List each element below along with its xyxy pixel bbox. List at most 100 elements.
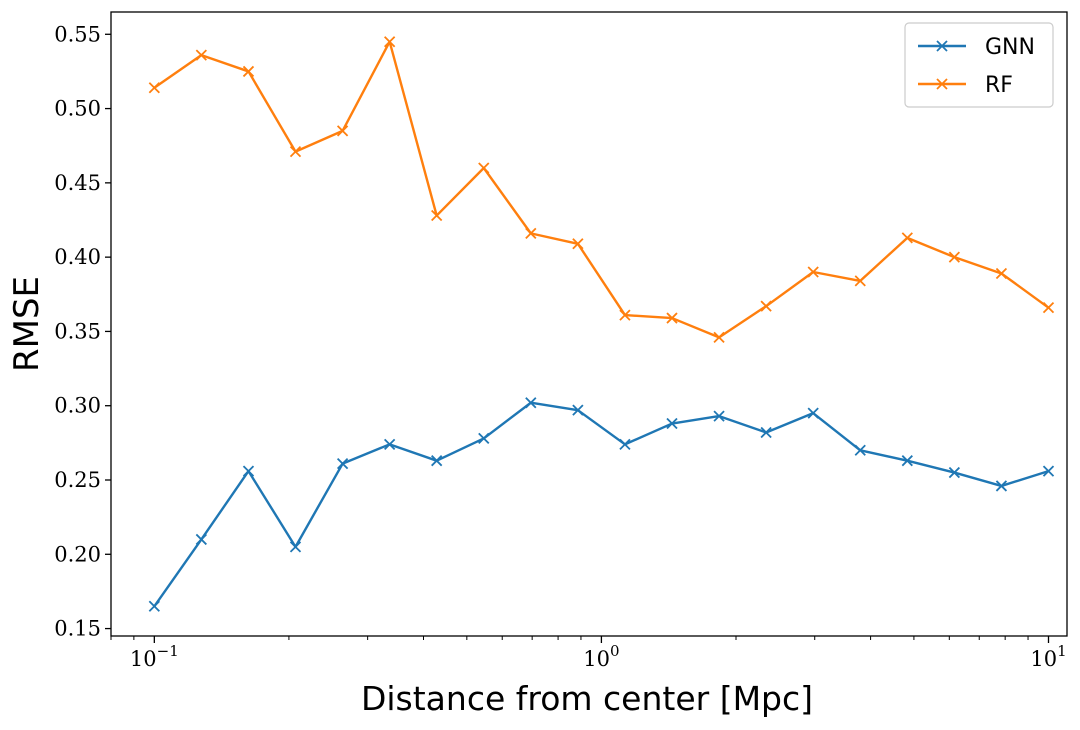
y-axis-title: RMSE — [7, 276, 47, 372]
data-point-gnn — [525, 397, 537, 409]
marker-stroke — [148, 600, 160, 612]
data-point-rf — [431, 209, 443, 222]
series-line-gnn — [153, 401, 1049, 607]
marker-stroke — [995, 480, 1008, 492]
x-tick-label: 100 — [583, 642, 619, 671]
data-point-rf — [995, 267, 1008, 280]
marker-stroke — [572, 404, 584, 416]
data-point-rf — [148, 82, 160, 94]
marker-stroke — [713, 410, 725, 422]
series-line-rf — [153, 40, 1050, 339]
data-point-gnn — [995, 480, 1008, 492]
y-tick-label: 0.50 — [54, 97, 101, 121]
data-point-rf — [572, 238, 584, 250]
x-tick-label: 10−1 — [130, 642, 179, 671]
marker-stroke — [666, 312, 678, 324]
data-point-rf — [384, 36, 396, 48]
x-axis-ticks: 10−1 100 101 — [110, 636, 1067, 671]
legend-items: GNN RF — [918, 35, 1035, 98]
data-point-rf — [478, 162, 490, 174]
marker-stroke — [242, 465, 255, 477]
marker-stroke — [948, 251, 961, 263]
legend: GNN RF — [904, 22, 1054, 108]
y-tick-label: 0.15 — [54, 617, 101, 641]
data-point-gnn — [572, 404, 584, 416]
marker-stroke — [619, 438, 631, 450]
legend-label-gnn: GNN — [985, 35, 1035, 60]
legend-marker-rf — [936, 78, 948, 90]
data-point-gnn — [807, 407, 819, 419]
marker-stroke — [195, 533, 207, 546]
data-point-gnn — [384, 438, 396, 450]
marker-stroke — [384, 438, 396, 450]
marker-stroke — [525, 397, 537, 409]
data-point-rf — [336, 125, 349, 137]
data-point-gnn — [1042, 465, 1055, 477]
data-point-gnn — [901, 455, 913, 467]
data-point-gnn — [431, 455, 443, 467]
marker-stroke — [807, 266, 819, 278]
data-point-rf — [666, 312, 678, 324]
data-point-rf — [195, 49, 207, 61]
legend-marker-gnn — [936, 40, 948, 52]
data-point-gnn — [948, 466, 961, 479]
marker-stroke — [854, 275, 866, 287]
data-point-rf — [807, 266, 819, 278]
data-point-gnn — [713, 410, 725, 422]
marker-stroke — [478, 432, 490, 445]
data-point-rf — [901, 232, 913, 244]
y-tick-label: 0.30 — [54, 394, 101, 418]
data-point-gnn — [242, 465, 255, 477]
y-tick-label: 0.20 — [54, 542, 101, 566]
marker-stroke — [854, 444, 866, 456]
y-tick-label: 0.40 — [54, 245, 101, 269]
marker-stroke — [807, 407, 819, 419]
data-point-rf — [242, 65, 255, 78]
marker-stroke — [936, 78, 948, 90]
marker-stroke — [713, 331, 725, 344]
data-point-gnn — [289, 541, 302, 553]
marker-stroke — [336, 458, 349, 470]
marker-stroke — [336, 125, 349, 137]
data-point-rf — [619, 309, 631, 321]
marker-stroke — [572, 238, 584, 250]
y-axis-ticks: 0.15 0.20 0.25 0.30 0.35 0.40 0.45 0.50 0.55 — [54, 22, 111, 641]
data-point-gnn — [148, 600, 160, 612]
marker-stroke — [995, 267, 1008, 280]
data-point-gnn — [336, 458, 349, 470]
marker-stroke — [1042, 465, 1055, 477]
data-point-rf — [760, 300, 772, 312]
marker-stroke — [289, 541, 302, 553]
marker-stroke — [760, 426, 772, 439]
series-layer — [148, 36, 1055, 612]
marker-stroke — [289, 146, 302, 158]
legend-label-rf: RF — [985, 73, 1013, 98]
y-tick-label: 0.35 — [54, 319, 101, 343]
data-point-rf — [525, 227, 537, 240]
data-point-gnn — [478, 432, 490, 445]
marker-stroke — [384, 36, 396, 48]
marker-stroke — [525, 227, 537, 240]
x-axis-title: Distance from center [Mpc] — [361, 679, 813, 718]
marker-stroke — [760, 300, 772, 312]
marker-stroke — [431, 455, 443, 467]
data-point-gnn — [760, 426, 772, 439]
marker-stroke — [148, 82, 160, 94]
data-point-rf — [854, 275, 866, 287]
marker-stroke — [936, 40, 948, 52]
plot-area — [110, 11, 1068, 637]
marker-stroke — [431, 209, 443, 222]
data-point-rf — [713, 331, 725, 344]
data-point-rf — [1042, 302, 1055, 314]
marker-stroke — [1042, 302, 1055, 314]
data-point-gnn — [854, 444, 866, 456]
marker-stroke — [242, 65, 255, 78]
data-point-gnn — [619, 438, 631, 450]
marker-stroke — [901, 232, 913, 244]
data-point-gnn — [195, 533, 207, 546]
marker-stroke — [619, 309, 631, 321]
marker-stroke — [901, 455, 913, 467]
data-point-gnn — [666, 417, 678, 430]
x-tick-label: 101 — [1030, 642, 1066, 671]
